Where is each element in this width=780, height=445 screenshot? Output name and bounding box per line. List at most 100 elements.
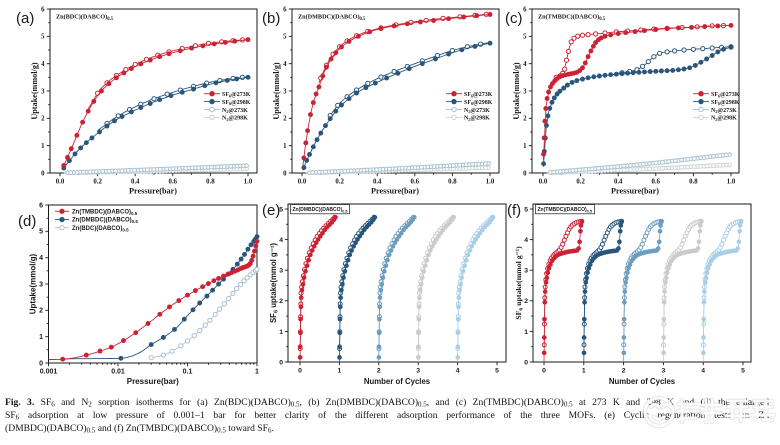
svg-text:3: 3	[279, 268, 283, 275]
svg-text:1: 1	[41, 143, 45, 150]
svg-text:0: 0	[283, 170, 287, 177]
svg-text:0.8: 0.8	[206, 179, 215, 186]
svg-text:Zn(DMBDC)(DABCO)0.5: Zn(DMBDC)(DABCO)0.5	[72, 218, 138, 225]
svg-text:Number of Cycles: Number of Cycles	[364, 377, 431, 386]
svg-text:0: 0	[542, 368, 546, 375]
svg-text:Zn(DMBDC)(DABCO)0.5: Zn(DMBDC)(DABCO)0.5	[293, 207, 348, 213]
svg-text:2: 2	[41, 116, 45, 123]
svg-text:0.6: 0.6	[411, 179, 420, 186]
svg-text:SF6@298K: SF6@298K	[222, 100, 251, 106]
svg-text:0.0: 0.0	[539, 179, 548, 186]
svg-text:Zn(TMBDC)(DABCO)0.5: Zn(TMBDC)(DABCO)0.5	[538, 207, 592, 213]
svg-text:5: 5	[741, 368, 745, 375]
svg-text:6: 6	[283, 6, 287, 13]
svg-text:2: 2	[283, 116, 287, 123]
svg-text:SF6@273K: SF6@273K	[464, 92, 493, 98]
svg-text:(c): (c)	[505, 10, 523, 27]
svg-text:5: 5	[524, 206, 528, 213]
svg-text:0.0: 0.0	[298, 179, 307, 186]
svg-text:N2@298K: N2@298K	[222, 116, 248, 122]
svg-text:3: 3	[662, 368, 666, 375]
svg-text:SF6@298K: SF6@298K	[464, 100, 493, 106]
svg-text:2: 2	[279, 298, 283, 305]
svg-text:4: 4	[523, 61, 527, 68]
svg-text:5: 5	[41, 34, 45, 41]
svg-text:0.2: 0.2	[335, 179, 344, 186]
svg-text:3: 3	[524, 268, 528, 275]
svg-text:0: 0	[39, 360, 43, 367]
svg-text:5: 5	[523, 34, 527, 41]
svg-text:5: 5	[279, 206, 283, 213]
svg-text:SF6@273K: SF6@273K	[222, 92, 251, 98]
svg-text:0.2: 0.2	[93, 179, 102, 186]
svg-text:4: 4	[279, 237, 283, 244]
svg-text:0.2: 0.2	[576, 179, 585, 186]
svg-text:Zn(BDC)(DABCO)0.5: Zn(BDC)(DABCO)0.5	[56, 14, 114, 23]
svg-text:2: 2	[524, 298, 528, 305]
svg-text:0: 0	[524, 359, 528, 366]
svg-text:(a): (a)	[16, 10, 34, 27]
svg-text:N2@273K: N2@273K	[464, 108, 490, 114]
svg-text:Pressure(bar): Pressure(bar)	[129, 187, 177, 196]
svg-text:2: 2	[39, 308, 43, 315]
svg-text:Uptake(mmol/g): Uptake(mmol/g)	[29, 253, 38, 314]
svg-text:SF6@298K: SF6@298K	[711, 100, 740, 106]
svg-text:4: 4	[524, 237, 528, 244]
svg-text:0.1: 0.1	[183, 369, 193, 376]
svg-text:3: 3	[39, 281, 43, 288]
svg-text:1: 1	[255, 369, 259, 376]
svg-text:1: 1	[524, 329, 528, 336]
svg-text:0.8: 0.8	[689, 179, 698, 186]
svg-text:0: 0	[41, 170, 45, 177]
svg-text:SF6@273K: SF6@273K	[711, 92, 740, 98]
svg-text:1.0: 1.0	[727, 179, 736, 186]
svg-text:1: 1	[283, 143, 287, 150]
svg-text:Zn(DMBDC)(DABCO)0.5: Zn(DMBDC)(DABCO)0.5	[298, 14, 366, 23]
svg-text:1: 1	[582, 368, 586, 375]
svg-text:Zn(TMBDC)(DABCO)0.5: Zn(TMBDC)(DABCO)0.5	[538, 14, 606, 23]
svg-text:5: 5	[495, 368, 499, 375]
svg-text:0: 0	[298, 368, 302, 375]
svg-text:2: 2	[622, 368, 626, 375]
svg-text:0.4: 0.4	[131, 179, 140, 186]
svg-text:Number of Cycles: Number of Cycles	[609, 377, 676, 386]
svg-text:5: 5	[39, 229, 43, 236]
svg-text:0.6: 0.6	[169, 179, 178, 186]
svg-text:(d): (d)	[18, 213, 36, 230]
svg-text:Uptake(mmol/g): Uptake(mmol/g)	[512, 62, 521, 120]
svg-text:(e): (e)	[262, 202, 280, 219]
svg-text:0.6: 0.6	[652, 179, 661, 186]
svg-text:4: 4	[456, 368, 460, 375]
svg-text:Pressure(bar): Pressure(bar)	[371, 187, 419, 196]
svg-text:4: 4	[41, 61, 45, 68]
svg-text:Uptake(mmol/g): Uptake(mmol/g)	[272, 62, 281, 120]
svg-text:1: 1	[279, 329, 283, 336]
svg-text:3: 3	[523, 88, 527, 95]
svg-text:6: 6	[39, 202, 43, 209]
svg-text:N2@273K: N2@273K	[222, 108, 248, 114]
svg-text:Pressure(bar): Pressure(bar)	[127, 377, 179, 386]
svg-text:N2@298K: N2@298K	[464, 116, 490, 122]
svg-text:4: 4	[283, 61, 287, 68]
svg-text:0: 0	[279, 359, 283, 366]
svg-text:0.4: 0.4	[373, 179, 382, 186]
svg-text:0.0: 0.0	[56, 179, 65, 186]
svg-text:N2@273K: N2@273K	[711, 108, 737, 114]
svg-text:(b): (b)	[262, 10, 280, 27]
svg-text:0: 0	[523, 170, 527, 177]
svg-text:Uptake(mmol/g): Uptake(mmol/g)	[30, 62, 39, 120]
svg-text:6: 6	[523, 6, 527, 13]
svg-text:2: 2	[377, 368, 381, 375]
svg-text:SF6 uptake(mmol g⁻¹): SF6 uptake(mmol g⁻¹)	[514, 246, 525, 320]
svg-text:N2@298K: N2@298K	[711, 116, 737, 122]
svg-text:0.01: 0.01	[111, 369, 125, 376]
svg-text:SF6 uptake(mmol g⁻¹): SF6 uptake(mmol g⁻¹)	[269, 243, 280, 323]
svg-text:3: 3	[41, 88, 45, 95]
svg-text:3: 3	[283, 88, 287, 95]
svg-text:1: 1	[338, 368, 342, 375]
svg-text:4: 4	[701, 368, 705, 375]
svg-text:Zn(BDC)(DABCO)0.5: Zn(BDC)(DABCO)0.5	[72, 226, 129, 233]
svg-text:1: 1	[523, 143, 527, 150]
svg-text:0.8: 0.8	[448, 179, 457, 186]
svg-text:6: 6	[41, 6, 45, 13]
